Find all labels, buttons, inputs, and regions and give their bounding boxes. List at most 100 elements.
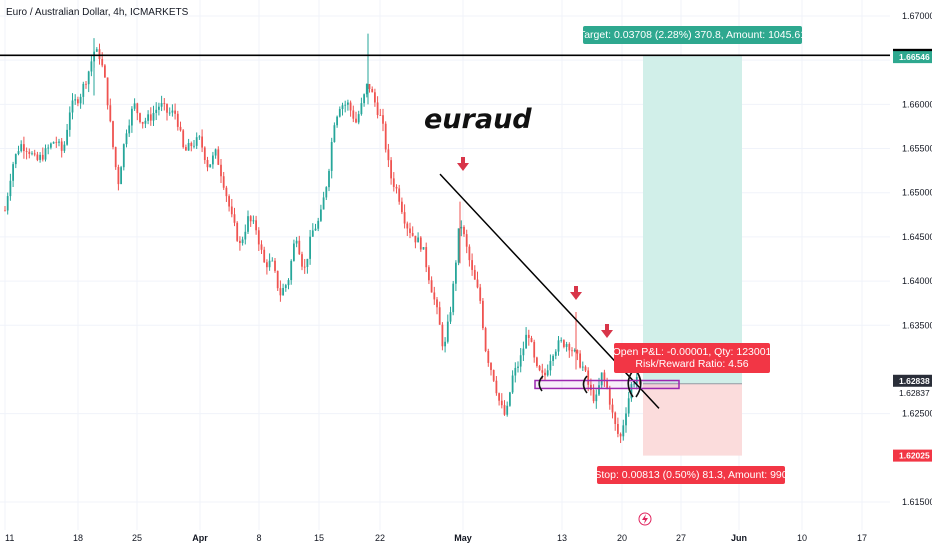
candle-body xyxy=(214,149,217,156)
candle-body xyxy=(560,340,563,341)
candle-body xyxy=(554,351,557,356)
candle-body xyxy=(263,249,266,263)
target-label-bg xyxy=(583,26,802,44)
x-tick-label: Apr xyxy=(192,533,208,543)
x-tick-label: 10 xyxy=(797,533,807,543)
target-zone xyxy=(643,56,742,384)
candle-body xyxy=(193,145,195,147)
candle-body xyxy=(492,370,495,381)
candle-body xyxy=(503,405,506,415)
candle-body xyxy=(336,116,338,126)
candle-body xyxy=(309,236,311,259)
open-pl-label-text: Risk/Reward Ratio: 4.56 xyxy=(635,358,748,370)
candle-body xyxy=(409,228,411,234)
candle-body xyxy=(90,61,93,72)
candle-body xyxy=(50,143,52,148)
candle-body xyxy=(217,149,220,165)
candle-body xyxy=(608,388,611,405)
candle-body xyxy=(104,65,106,78)
candle-body xyxy=(279,288,282,296)
candle-body xyxy=(376,102,379,116)
candle-body xyxy=(176,113,179,127)
candle-body xyxy=(95,49,98,52)
candle-body xyxy=(120,167,122,185)
candle-body xyxy=(79,96,82,104)
euraud-annotation[interactable]: euraud xyxy=(424,104,532,135)
candle-body xyxy=(301,254,303,267)
candle-body xyxy=(136,103,139,114)
candle-body xyxy=(147,114,149,121)
candle-body xyxy=(228,196,230,207)
candle-body xyxy=(284,285,287,288)
candle-body xyxy=(166,103,168,113)
candle-body xyxy=(460,226,463,229)
down-arrow-icon[interactable] xyxy=(601,324,613,338)
down-arrow-icon[interactable] xyxy=(570,286,582,300)
x-tick-label: 8 xyxy=(256,533,261,543)
candle-body xyxy=(538,366,541,371)
candle-body xyxy=(382,115,384,124)
candle-body xyxy=(365,83,368,95)
candle-body xyxy=(430,280,433,293)
candle-body xyxy=(257,230,260,245)
target-label-text: Target: 0.03708 (2.28%) 370.8, Amount: 1… xyxy=(579,29,806,41)
candle-body xyxy=(517,366,519,368)
candle-body xyxy=(39,154,41,160)
candle-body xyxy=(541,370,544,373)
x-tick-label: 27 xyxy=(676,533,686,543)
candle-body xyxy=(66,129,68,145)
candle-body xyxy=(411,233,414,236)
candle-body xyxy=(114,147,117,168)
alert-lightning-icon[interactable] xyxy=(638,512,652,526)
candle-body xyxy=(484,328,487,351)
candle-body xyxy=(395,186,398,189)
candle-body xyxy=(236,222,239,241)
candle-body xyxy=(546,370,549,376)
candle-body xyxy=(98,49,101,60)
candle-body xyxy=(565,344,568,347)
candle-body xyxy=(592,390,595,402)
candle-body xyxy=(552,355,554,361)
candle-body xyxy=(222,176,225,188)
candle-body xyxy=(595,394,598,402)
x-tick-label: 22 xyxy=(375,533,385,543)
candle-body xyxy=(387,149,390,161)
bracket-mark[interactable] xyxy=(627,371,642,398)
candle-body xyxy=(587,370,590,385)
y-tick-label: 1.66000 xyxy=(902,99,932,109)
x-tick-label: 13 xyxy=(557,533,567,543)
candle-body xyxy=(209,164,212,168)
candle-body xyxy=(85,83,87,85)
candle-body xyxy=(500,400,503,406)
candle-body xyxy=(438,307,441,325)
candle-body xyxy=(379,115,382,116)
bracket-mark[interactable] xyxy=(538,375,544,392)
bracket-mark[interactable] xyxy=(582,375,588,394)
stop-price-tag-text: 1.62025 xyxy=(899,451,930,461)
support-zone[interactable] xyxy=(534,379,680,390)
candle-body xyxy=(282,287,284,296)
candle-body xyxy=(163,103,166,104)
candle-body xyxy=(355,118,357,123)
position-zones xyxy=(643,56,742,456)
x-tick-label: 11 xyxy=(5,533,14,543)
down-arrow-icon[interactable] xyxy=(457,157,469,171)
candle-body xyxy=(287,280,290,286)
candle-body xyxy=(71,100,74,113)
candle-body xyxy=(368,83,371,89)
candle-body xyxy=(203,147,206,161)
candle-body xyxy=(158,106,160,110)
candle-body xyxy=(241,239,244,244)
candle-body xyxy=(47,147,50,149)
candle-body xyxy=(476,279,479,288)
drawings[interactable] xyxy=(0,54,890,409)
candle-body xyxy=(422,247,425,250)
candle-body xyxy=(149,114,152,121)
candle-body xyxy=(449,312,452,322)
candle-body xyxy=(295,240,298,244)
candle-body xyxy=(363,94,365,104)
candle-body xyxy=(471,260,473,270)
candle-body xyxy=(576,350,579,354)
candle-body xyxy=(52,142,55,144)
